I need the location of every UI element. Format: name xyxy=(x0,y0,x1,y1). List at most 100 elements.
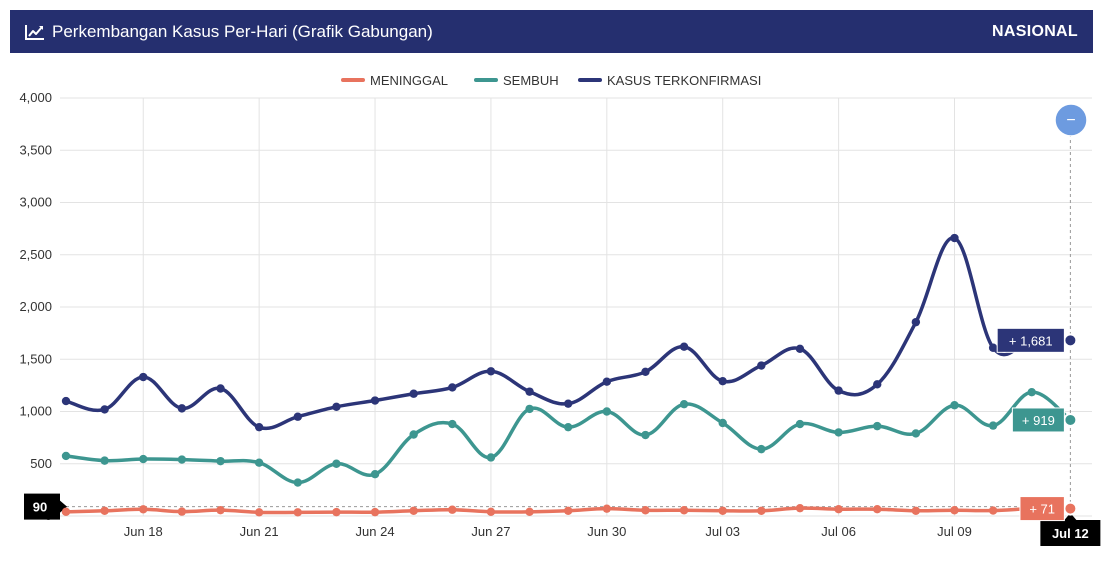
legend-item-sembuh[interactable]: SEMBUH xyxy=(474,73,559,88)
legend[interactable]: MENINGGAL SEMBUH KASUS TERKONFIRMASI xyxy=(341,73,761,88)
data-point-kasus[interactable] xyxy=(254,422,264,432)
data-point-kasus[interactable] xyxy=(988,343,998,352)
data-point-sembuh[interactable] xyxy=(177,455,187,464)
data-point-sembuh[interactable] xyxy=(448,419,457,429)
data-point-sembuh[interactable] xyxy=(679,399,689,409)
data-point-meninggal[interactable] xyxy=(834,505,843,514)
minus-icon[interactable] xyxy=(1054,103,1088,137)
data-point-sembuh[interactable] xyxy=(757,444,766,454)
data-point-kasus[interactable] xyxy=(911,317,921,327)
data-point-meninggal[interactable] xyxy=(370,507,380,517)
data-point-sembuh[interactable] xyxy=(795,419,805,429)
data-point-sembuh[interactable] xyxy=(718,418,727,428)
data-point-sembuh[interactable] xyxy=(641,430,650,440)
data-point-kasus[interactable] xyxy=(950,233,959,243)
data-point-kasus[interactable] xyxy=(834,386,843,395)
crosshair-x-tag: Jul 12 xyxy=(1040,513,1101,546)
data-point-meninggal[interactable] xyxy=(795,503,805,513)
data-point-sembuh[interactable] xyxy=(525,404,534,414)
data-point-sembuh[interactable] xyxy=(602,407,612,416)
data-point-meninggal[interactable] xyxy=(873,505,882,514)
line-chart-icon xyxy=(25,24,44,40)
data-point-sembuh[interactable] xyxy=(254,458,264,467)
data-point-sembuh[interactable] xyxy=(61,451,71,461)
data-point-sembuh[interactable] xyxy=(100,456,109,465)
data-point-meninggal[interactable] xyxy=(757,506,766,515)
data-point-sembuh[interactable] xyxy=(1027,387,1036,397)
data-point-kasus[interactable] xyxy=(563,399,573,408)
series-line-kasus xyxy=(65,236,1071,431)
legend-item-meninggal[interactable]: MENINGGAL xyxy=(341,73,448,88)
data-point-kasus[interactable] xyxy=(718,376,727,386)
chart-header: Perkembangan Kasus Per-Hari (Grafik Gabu… xyxy=(10,10,1093,53)
data-point-meninggal[interactable] xyxy=(254,508,264,517)
data-point-kasus[interactable] xyxy=(61,396,71,406)
zoom-out-button[interactable]: − xyxy=(1054,103,1088,137)
data-point-kasus[interactable] xyxy=(679,342,689,351)
data-point-kasus[interactable] xyxy=(293,412,302,421)
data-point-meninggal[interactable] xyxy=(1063,501,1078,516)
data-point-kasus[interactable] xyxy=(486,367,496,376)
value-tags: + 1,681 + 919 + 71 xyxy=(996,327,1065,522)
data-point-kasus[interactable] xyxy=(332,402,341,411)
data-point-kasus[interactable] xyxy=(139,372,148,382)
data-point-kasus[interactable] xyxy=(795,344,805,353)
data-point-kasus[interactable] xyxy=(602,377,612,386)
data-point-meninggal[interactable] xyxy=(332,507,341,517)
data-point-meninggal[interactable] xyxy=(641,506,650,515)
data-point-kasus[interactable] xyxy=(216,384,225,393)
data-point-kasus[interactable] xyxy=(409,389,418,398)
data-point-kasus[interactable] xyxy=(525,387,534,396)
region-badge: NASIONAL xyxy=(992,22,1078,40)
data-point-kasus[interactable] xyxy=(177,404,187,413)
value-tag-label: + 1,681 xyxy=(1009,333,1053,348)
data-point-kasus[interactable] xyxy=(641,367,650,376)
data-point-meninggal[interactable] xyxy=(525,507,534,517)
data-point-meninggal[interactable] xyxy=(61,507,71,517)
data-point-sembuh[interactable] xyxy=(873,421,882,431)
data-point-kasus[interactable] xyxy=(100,405,109,414)
data-point-meninggal[interactable] xyxy=(563,506,573,515)
data-point-sembuh[interactable] xyxy=(911,429,921,438)
data-point-meninggal[interactable] xyxy=(718,506,727,515)
data-point-meninggal[interactable] xyxy=(602,504,612,513)
data-point-sembuh[interactable] xyxy=(988,421,998,430)
data-point-meninggal[interactable] xyxy=(177,507,187,516)
data-point-sembuh[interactable] xyxy=(950,401,959,410)
value-tag-kasus: + 1,681 xyxy=(996,327,1065,353)
data-point-meninggal[interactable] xyxy=(679,506,689,515)
data-point-kasus[interactable] xyxy=(1063,333,1078,348)
data-point-meninggal[interactable] xyxy=(486,507,496,517)
data-point-kasus[interactable] xyxy=(873,380,882,389)
value-tag-label: + 71 xyxy=(1029,502,1055,517)
data-point-sembuh[interactable] xyxy=(486,453,496,462)
y-tick-label: 4,000 xyxy=(19,90,52,105)
data-point-kasus[interactable] xyxy=(448,383,457,392)
data-point-sembuh[interactable] xyxy=(139,454,148,464)
crosshair-x-tag-arrow xyxy=(1064,513,1077,520)
legend-item-kasus[interactable]: KASUS TERKONFIRMASI xyxy=(578,73,761,88)
data-point-meninggal[interactable] xyxy=(139,505,148,514)
data-point-sembuh[interactable] xyxy=(409,430,418,439)
data-point-meninggal[interactable] xyxy=(216,505,225,515)
data-point-meninggal[interactable] xyxy=(950,506,959,515)
data-point-meninggal[interactable] xyxy=(293,508,302,517)
data-point-kasus[interactable] xyxy=(757,361,766,370)
data-point-meninggal[interactable] xyxy=(409,506,418,515)
data-point-meninggal[interactable] xyxy=(448,505,457,514)
y-tick-label: 3,500 xyxy=(19,142,52,157)
data-point-meninggal[interactable] xyxy=(988,506,998,515)
data-point-sembuh[interactable] xyxy=(332,459,341,468)
data-point-sembuh[interactable] xyxy=(216,456,225,466)
data-point-meninggal[interactable] xyxy=(911,506,921,515)
x-tick-label: Jul 06 xyxy=(821,524,856,539)
data-point-sembuh[interactable] xyxy=(293,478,302,487)
data-point-sembuh[interactable] xyxy=(563,422,573,432)
data-point-sembuh[interactable] xyxy=(370,470,380,479)
data-point-sembuh[interactable] xyxy=(1063,412,1078,427)
data-point-meninggal[interactable] xyxy=(100,506,109,515)
zoom-button-label: − xyxy=(1066,112,1075,129)
x-tick-label: Jun 18 xyxy=(124,524,163,539)
data-point-sembuh[interactable] xyxy=(834,428,843,437)
data-point-kasus[interactable] xyxy=(370,396,380,405)
